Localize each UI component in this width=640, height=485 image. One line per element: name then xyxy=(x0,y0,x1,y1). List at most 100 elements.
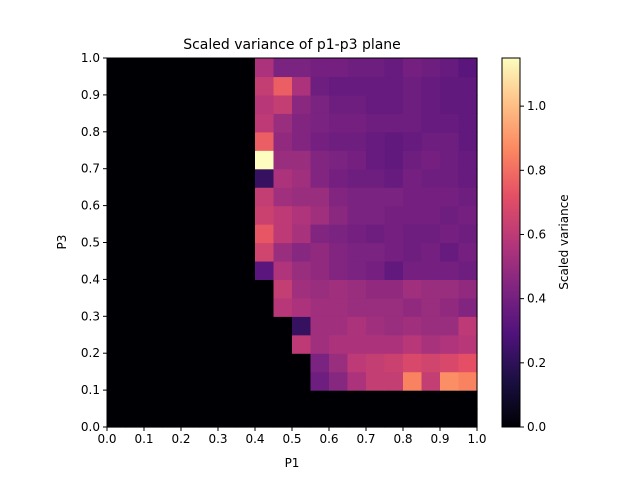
heatmap-cell xyxy=(292,371,312,391)
heatmap-cell xyxy=(125,297,145,317)
heatmap-cell xyxy=(403,260,423,280)
y-axis-label: P3 xyxy=(55,235,69,250)
heatmap-cell xyxy=(384,316,404,336)
heatmap-cell xyxy=(440,297,460,317)
heatmap-cell xyxy=(218,58,238,78)
heatmap-cell xyxy=(458,390,478,410)
heatmap-cell xyxy=(384,76,404,96)
heatmap-cell xyxy=(255,242,275,262)
heatmap-cell xyxy=(310,279,330,299)
heatmap-cell xyxy=(329,58,349,78)
heatmap-cell xyxy=(292,205,312,225)
heatmap-cell xyxy=(347,260,367,280)
heatmap-cell xyxy=(125,94,145,114)
heatmap-cell xyxy=(255,131,275,151)
heatmap-cell xyxy=(440,371,460,391)
heatmap-cell xyxy=(421,334,441,354)
heatmap-cell xyxy=(458,334,478,354)
heatmap-cell xyxy=(310,94,330,114)
heatmap-cell xyxy=(125,131,145,151)
heatmap-cell xyxy=(255,113,275,133)
heatmap-cell xyxy=(384,297,404,317)
heatmap-cell xyxy=(107,408,127,428)
heatmap-cell xyxy=(421,390,441,410)
heatmap-cell xyxy=(144,224,164,244)
heatmap-cell xyxy=(255,260,275,280)
x-tick-label: 0.3 xyxy=(208,432,227,446)
heatmap-cell xyxy=(255,353,275,373)
heatmap-cell xyxy=(421,94,441,114)
heatmap-cell xyxy=(162,279,182,299)
heatmap-cell xyxy=(366,260,386,280)
heatmap-cell xyxy=(125,316,145,336)
heatmap-cell xyxy=(273,205,293,225)
heatmap-cell xyxy=(236,150,256,170)
heatmap-cell xyxy=(144,242,164,262)
heatmap-cell xyxy=(403,390,423,410)
heatmap-cell xyxy=(292,76,312,96)
heatmap-cell xyxy=(162,316,182,336)
heatmap-cell xyxy=(162,408,182,428)
heatmap-cell xyxy=(236,58,256,78)
heatmap-cell xyxy=(347,316,367,336)
heatmap-cell xyxy=(440,408,460,428)
heatmap-cell xyxy=(107,279,127,299)
heatmap-cell xyxy=(125,408,145,428)
colorbar-tick-label: 1.0 xyxy=(527,99,546,113)
heatmap-cell xyxy=(292,316,312,336)
heatmap-cell xyxy=(162,334,182,354)
heatmap-cell xyxy=(181,224,201,244)
heatmap-cell xyxy=(218,408,238,428)
heatmap-cell xyxy=(107,371,127,391)
heatmap-cell xyxy=(366,113,386,133)
heatmap-cell xyxy=(273,113,293,133)
heatmap-cell xyxy=(218,242,238,262)
heatmap-cell xyxy=(162,76,182,96)
heatmap-cell xyxy=(199,353,219,373)
heatmap-cell xyxy=(181,187,201,207)
heatmap-cell xyxy=(292,353,312,373)
heatmap-cell xyxy=(458,113,478,133)
x-tick-label: 0.2 xyxy=(171,432,190,446)
heatmap-cell xyxy=(255,316,275,336)
heatmap-cell xyxy=(347,76,367,96)
heatmap-cell xyxy=(384,168,404,188)
heatmap-cell xyxy=(347,297,367,317)
heatmap-cell xyxy=(107,260,127,280)
heatmap-cell xyxy=(255,168,275,188)
heatmap-cell xyxy=(403,316,423,336)
heatmap-cell xyxy=(458,408,478,428)
heatmap-cell xyxy=(199,371,219,391)
heatmap-cell xyxy=(292,408,312,428)
heatmap-cell xyxy=(144,150,164,170)
heatmap-cell xyxy=(144,408,164,428)
heatmap-cell xyxy=(347,131,367,151)
heatmap-cell xyxy=(347,113,367,133)
heatmap-cell xyxy=(144,205,164,225)
heatmap-cell xyxy=(181,408,201,428)
heatmap-cell xyxy=(403,113,423,133)
heatmap-cell xyxy=(273,76,293,96)
heatmap-cell xyxy=(366,150,386,170)
heatmap-cell xyxy=(329,390,349,410)
heatmap-cell xyxy=(255,58,275,78)
heatmap-cell xyxy=(255,279,275,299)
heatmap-cell xyxy=(162,150,182,170)
heatmap-cell xyxy=(366,205,386,225)
heatmap-cell xyxy=(329,353,349,373)
heatmap-cell xyxy=(458,94,478,114)
chart-title: Scaled variance of p1-p3 plane xyxy=(183,37,401,53)
heatmap-cell xyxy=(329,371,349,391)
heatmap-cells xyxy=(107,58,478,428)
heatmap-cell xyxy=(144,390,164,410)
heatmap-cell xyxy=(384,334,404,354)
y-axis-ticks: 0.0 0.1 0.2 0.3 0.4 0.5 0.6 0.7 0.8 0.9 1.0 xyxy=(81,51,107,434)
heatmap-cell xyxy=(329,113,349,133)
y-tick-label: 0.4 xyxy=(81,272,100,286)
heatmap-cell xyxy=(199,168,219,188)
heatmap-cell xyxy=(144,187,164,207)
heatmap-cell xyxy=(144,371,164,391)
heatmap-cell xyxy=(384,279,404,299)
heatmap-cell xyxy=(273,371,293,391)
heatmap-cell xyxy=(236,260,256,280)
